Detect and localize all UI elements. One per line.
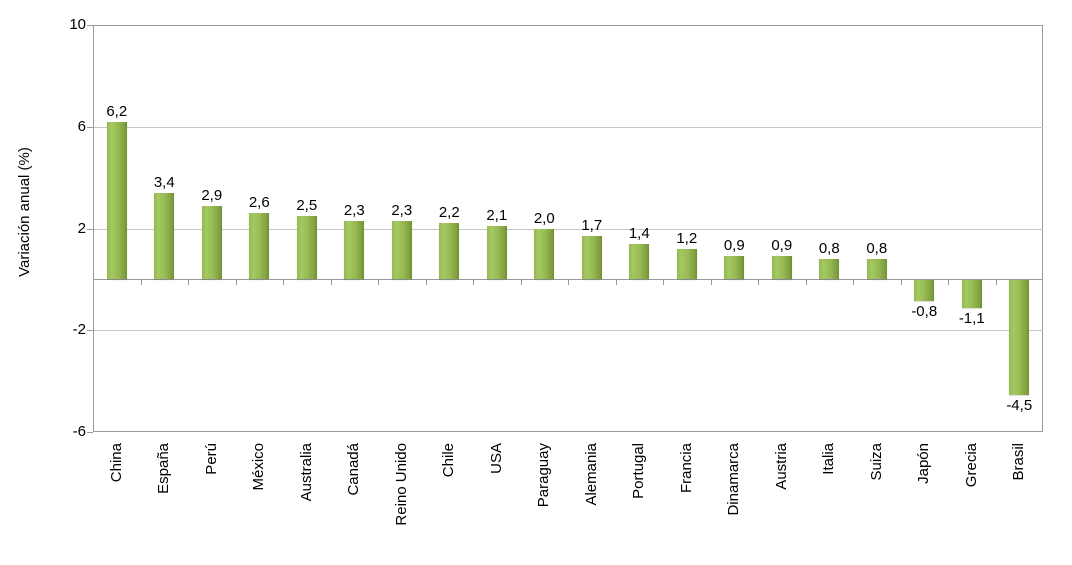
bar	[486, 225, 507, 280]
bar	[106, 121, 127, 280]
gridline	[94, 126, 1043, 128]
x-axis-tick	[568, 280, 569, 286]
y-axis-tick	[87, 330, 93, 332]
bar	[1009, 280, 1030, 395]
bar-value-label: -1,1	[958, 310, 985, 328]
bar	[201, 205, 222, 280]
bar	[249, 213, 270, 280]
category-label: Austria	[772, 443, 790, 490]
bar	[866, 259, 887, 280]
y-tick-label: 10	[69, 16, 86, 33]
bar-value-label: 2,1	[486, 206, 508, 224]
bar	[819, 259, 840, 280]
category-label: China	[107, 443, 125, 483]
y-tick-label: 2	[77, 219, 86, 237]
bar-value-label: -0,8	[911, 302, 938, 320]
category-label: Perú	[202, 443, 220, 475]
bar	[296, 215, 317, 280]
x-axis-tick	[140, 280, 142, 286]
category-label: Brasil	[1010, 443, 1028, 481]
x-axis-tick	[188, 280, 189, 286]
y-axis-tick	[87, 126, 93, 128]
bar-value-label: 0,9	[723, 237, 745, 255]
bar	[676, 248, 697, 280]
category-label: Italia	[820, 443, 838, 475]
bar	[391, 220, 412, 280]
x-axis-tick	[378, 280, 379, 286]
category-label: Alemania	[582, 443, 600, 506]
category-label: España	[155, 443, 173, 494]
x-axis-tick	[473, 280, 474, 286]
bar-value-label: 0,8	[866, 240, 888, 258]
bar	[771, 256, 792, 280]
y-tick-label: 6	[77, 117, 86, 135]
category-label: Reino Unido	[392, 443, 410, 526]
category-label: Grecia	[962, 443, 980, 488]
x-axis-tick	[710, 280, 712, 286]
bar-value-label: 2,0	[533, 209, 555, 227]
category-label: Japón	[915, 443, 933, 484]
y-tick-label: -2	[72, 321, 86, 339]
category-label: Suiza	[867, 443, 885, 481]
x-axis-tick	[520, 280, 522, 286]
bar-value-label: 1,7	[581, 217, 603, 235]
bar	[534, 228, 555, 280]
bar-value-label: 2,3	[391, 201, 413, 219]
x-axis-tick	[758, 280, 759, 286]
bar	[914, 280, 935, 301]
x-axis-tick	[663, 280, 664, 286]
bar-value-label: 2,2	[438, 204, 460, 222]
x-axis-tick	[330, 280, 332, 286]
category-label: Canadá	[345, 443, 363, 496]
bar-value-label: 1,2	[676, 229, 698, 247]
bar-value-label: 2,5	[296, 196, 318, 214]
bar-value-label: 0,8	[818, 240, 840, 258]
x-axis-tick	[283, 280, 284, 286]
bar	[961, 280, 982, 309]
bar	[439, 223, 460, 280]
bar-value-label: 0,9	[771, 237, 793, 255]
bar-value-label: 6,2	[106, 102, 128, 120]
category-label: USA	[487, 443, 505, 474]
y-axis-tick	[87, 432, 93, 433]
category-label: Dinamarca	[725, 443, 743, 516]
bar	[581, 236, 602, 280]
category-label: Francia	[677, 443, 695, 494]
bar-value-label: -4,5	[1006, 396, 1033, 414]
bar-value-label: 2,6	[248, 194, 270, 212]
bar-value-label: 2,3	[343, 201, 365, 219]
y-axis-title: Variación anual (%)	[16, 147, 33, 277]
x-axis-tick	[615, 280, 617, 286]
y-axis-tick	[87, 25, 93, 26]
x-axis-tick	[900, 280, 902, 286]
bar-value-label: 1,4	[628, 224, 650, 242]
zero-axis-line	[94, 279, 1043, 281]
bar	[154, 192, 175, 280]
x-axis-tick	[995, 280, 997, 286]
category-label: Australia	[297, 443, 315, 502]
category-label: Portugal	[630, 443, 648, 499]
bar-value-label: 2,9	[201, 186, 223, 204]
x-axis-tick	[853, 280, 854, 286]
x-axis-tick	[425, 280, 427, 286]
bar-value-label: 3,4	[153, 173, 175, 191]
category-label: México	[250, 443, 268, 491]
y-axis-tick	[87, 228, 93, 230]
x-axis-tick	[805, 280, 807, 286]
bar	[724, 256, 745, 280]
gridline	[94, 228, 1043, 230]
y-tick-label: -6	[72, 423, 86, 440]
bar	[629, 243, 650, 280]
category-label: Paraguay	[535, 443, 553, 508]
category-label: Chile	[440, 443, 458, 478]
x-axis-tick	[235, 280, 237, 286]
gridline	[94, 330, 1043, 332]
bar	[344, 220, 365, 280]
x-axis-tick	[948, 280, 949, 286]
